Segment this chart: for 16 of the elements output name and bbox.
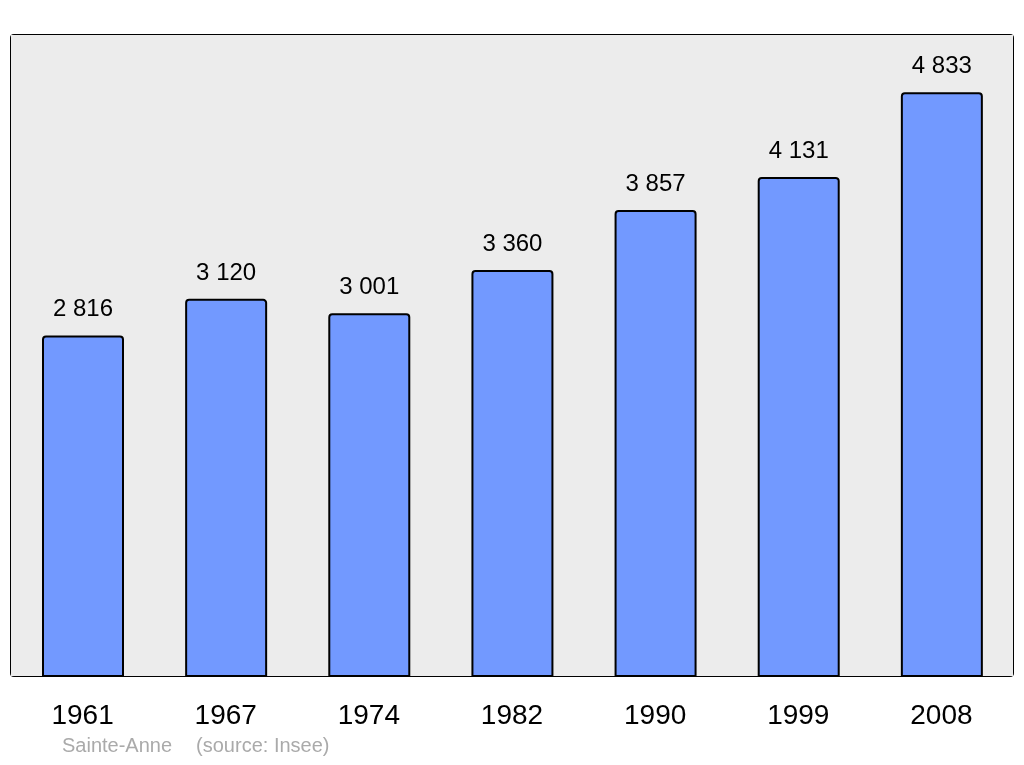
data-label: 2 816	[52, 294, 114, 322]
text: (source: Insee)	[196, 734, 330, 757]
data-label: 3 120	[196, 257, 257, 285]
text: Sainte-Anne	[62, 734, 173, 757]
data-label: 3 857	[625, 168, 686, 196]
data-label: 3 360	[482, 228, 543, 256]
x-tick-label: 1982	[480, 698, 544, 730]
x-tick-label: 1961	[51, 698, 114, 730]
data-label: 4 131	[768, 135, 829, 163]
x-tick-label: 2008	[910, 698, 973, 730]
data-label: 3 001	[339, 272, 400, 300]
x-tick-label: 1990	[623, 698, 687, 730]
data-label: 4 833	[911, 51, 972, 79]
x-tick-label: 1967	[194, 698, 257, 730]
x-tick-label: 1974	[337, 698, 401, 730]
x-tick-label: 1999	[767, 698, 830, 730]
